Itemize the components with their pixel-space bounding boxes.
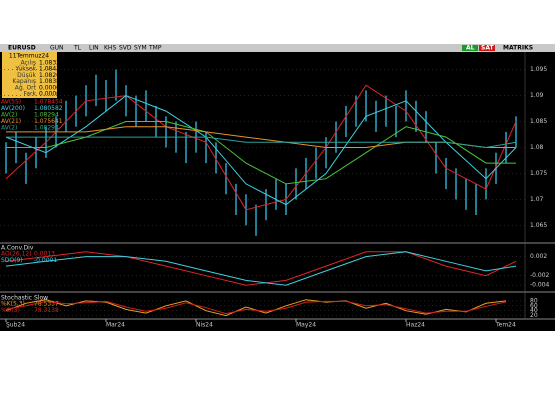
y-tick-label: 1.07 <box>530 196 544 203</box>
info-box <box>2 52 57 98</box>
legend-value: 1.08294 <box>34 125 59 132</box>
info-value: 1.0826 <box>39 72 60 79</box>
info-label: Ağ. Ort <box>15 84 37 91</box>
toolbar-button[interactable]: SVD <box>119 45 132 52</box>
legend-value: 78.5337 <box>34 301 59 308</box>
legend-value: 78.3138 <box>34 307 59 314</box>
toolbar-button[interactable]: LIN <box>89 45 99 52</box>
toolbar-button[interactable]: TL <box>73 45 82 52</box>
legend-name: AV(200) <box>1 105 25 112</box>
chart-background <box>0 44 555 331</box>
legend-name: AV(5S) <box>1 99 21 106</box>
series-line <box>5 84 517 211</box>
info-value: 1.0838 <box>39 78 60 85</box>
legend-name: %K(5,3) <box>1 301 25 308</box>
y-tick-label: -0.004 <box>530 282 550 289</box>
info-value: 0.0000 <box>39 84 60 91</box>
panel-title: Stochastic Slow <box>1 295 48 302</box>
info-label: Açılış <box>21 60 36 67</box>
info-label: Düşük <box>17 72 36 79</box>
legend-value: 1.075641 <box>34 118 63 125</box>
series-line <box>5 300 507 315</box>
legend-value: 1.078454 <box>34 99 63 106</box>
x-tick-label: May24 <box>296 322 316 329</box>
y-tick-label: 40 <box>530 307 538 314</box>
legend-name: AV(21) <box>1 118 21 125</box>
buy-button-bg[interactable] <box>462 45 478 51</box>
y-tick-label: 20 <box>530 312 538 319</box>
y-tick-label: 0.002 <box>530 253 547 260</box>
panel-title: A.Conv.Div <box>1 245 34 252</box>
toolbar-button[interactable]: KHS <box>104 45 116 52</box>
legend-value: 1.080582 <box>34 105 63 112</box>
y-tick-label: 1.085 <box>530 118 547 125</box>
y-tick-label: 1.075 <box>530 170 547 177</box>
legend-value: 0.0013 <box>34 251 55 258</box>
legend-name: AO(26,12) <box>1 251 32 258</box>
sell-button-bg[interactable] <box>479 45 495 51</box>
info-value: 0.0006 <box>39 91 60 98</box>
x-tick-label: Tem24 <box>495 322 516 329</box>
toolbar <box>0 44 555 52</box>
x-tick-label: Şub24 <box>6 322 25 329</box>
toolbar-button[interactable]: GUN <box>50 45 64 52</box>
info-label: Kapanış <box>12 78 36 85</box>
legend-name: %D(3) <box>1 307 20 314</box>
sell-button[interactable]: SAT <box>481 45 494 52</box>
toolbar-button[interactable]: TMP <box>148 45 162 52</box>
toolbar-button[interactable]: SYM <box>134 45 147 52</box>
y-tick-label: 1.09 <box>530 92 544 99</box>
legend-value: -0.0001 <box>34 257 57 264</box>
y-tick-label: 1.08 <box>530 144 544 151</box>
x-tick-label: Nis24 <box>196 322 213 329</box>
x-tick-label: Mar24 <box>106 322 125 329</box>
y-tick-label: -0.002 <box>530 272 550 279</box>
series-line <box>5 251 517 286</box>
info-label: Fark <box>23 91 36 98</box>
series-line <box>6 136 517 149</box>
symbol[interactable]: EURUSD <box>8 45 36 52</box>
info-label: Yüksek <box>14 66 36 73</box>
info-value: 1.0843 <box>39 66 60 73</box>
legend-name: AV(2) <box>1 112 17 119</box>
y-tick-label: 80 <box>530 297 538 304</box>
info-date: 11Temmuz24 <box>9 53 49 60</box>
legend-name: SDO(9) <box>1 257 23 264</box>
legend-name: AV(2) <box>1 125 17 132</box>
info-value: 1.0832 <box>39 60 60 67</box>
x-tick-label: Haz24 <box>406 322 425 329</box>
legend-value: 1.08294 <box>34 112 59 119</box>
y-tick-label: 60 <box>530 302 538 309</box>
y-tick-label: 1.065 <box>530 222 547 229</box>
series-line <box>6 121 516 185</box>
y-tick-label: 1.095 <box>530 66 547 73</box>
buy-button[interactable]: AL <box>466 45 475 52</box>
brand: MATRIKS <box>503 45 533 52</box>
